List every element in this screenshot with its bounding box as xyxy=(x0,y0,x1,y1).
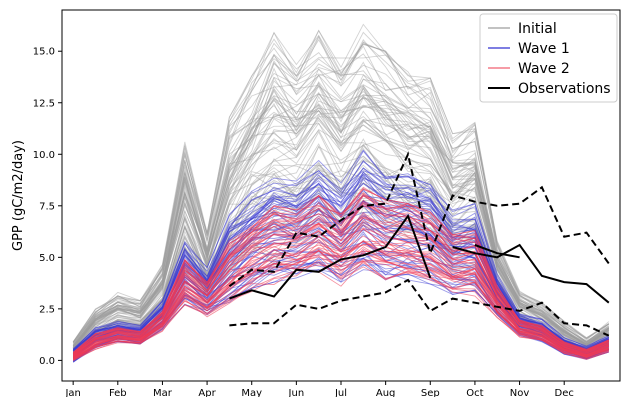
ensemble-member-line xyxy=(72,105,609,351)
ensemble-member-line xyxy=(72,82,610,348)
ensemble-member-line xyxy=(72,120,610,352)
ensemble-member-line xyxy=(72,76,610,347)
x-tick-label: Oct xyxy=(466,388,483,397)
x-tick-label: Apr xyxy=(198,388,216,397)
y-tick-label: 2.5 xyxy=(39,304,55,315)
observations xyxy=(228,151,610,337)
ensemble-member-line xyxy=(72,219,609,357)
ensemble-member-line xyxy=(72,61,610,348)
x-tick-label: Feb xyxy=(109,388,127,397)
observations-mean-line xyxy=(229,213,520,300)
ensemble-member-line xyxy=(72,87,610,348)
ensemble-member-line xyxy=(73,260,609,361)
y-tick-label: 0.0 xyxy=(39,356,55,367)
ensemble-member-line xyxy=(72,113,610,351)
legend-entry-observations: Observations xyxy=(488,81,611,97)
ensemble-wave-2 xyxy=(72,186,609,362)
legend-entry-wave-1: Wave 1 xyxy=(488,41,570,57)
legend-entry-initial: Initial xyxy=(488,21,557,37)
ensemble-member-line xyxy=(72,29,610,343)
x-tick-label: Nov xyxy=(510,388,530,397)
ensemble-member-line xyxy=(72,90,610,348)
ensemble-member-line xyxy=(72,104,610,349)
ensemble-member-line xyxy=(72,93,610,350)
y-tick-label: 15.0 xyxy=(33,47,55,58)
ensemble-member-line xyxy=(72,183,609,351)
plot-area xyxy=(72,23,610,363)
legend-label: Wave 1 xyxy=(518,41,570,57)
y-tick-label: 10.0 xyxy=(33,150,55,161)
observations-upper-bound xyxy=(228,151,610,288)
ensemble-member-line xyxy=(72,23,610,343)
ensemble-member-line xyxy=(72,93,610,346)
x-tick-label: Jun xyxy=(288,388,305,397)
ensemble-member-line xyxy=(72,116,610,351)
ensemble-member-line xyxy=(72,31,610,343)
ensemble-member-line xyxy=(72,95,610,347)
ensemble-member-line xyxy=(72,31,610,343)
ensemble-member-line xyxy=(72,31,610,343)
ensemble-member-line xyxy=(72,117,610,350)
ensemble-member-line xyxy=(72,60,610,346)
y-tick-label: 7.5 xyxy=(39,201,55,212)
ensemble-member-line xyxy=(72,74,610,349)
ensemble-member-line xyxy=(72,102,609,350)
ensemble-member-line xyxy=(72,229,609,358)
ensemble-member-line xyxy=(72,85,610,348)
ensemble-member-line xyxy=(72,95,610,350)
ensemble-member-line xyxy=(72,87,610,348)
legend-label: Wave 2 xyxy=(518,61,570,77)
ensemble-member-line xyxy=(72,192,609,353)
ensemble-member-line xyxy=(72,203,609,355)
ensemble-member-line xyxy=(72,143,609,351)
legend: Initial Wave 1 Wave 2 Observations xyxy=(479,13,618,103)
ensemble-member-line xyxy=(72,149,609,350)
ensemble-member-line xyxy=(72,62,610,345)
legend-label: Initial xyxy=(518,21,557,37)
ensemble-member-line xyxy=(72,91,610,349)
x-tick-label: Mar xyxy=(153,388,173,397)
observations-mean-line-late xyxy=(452,243,610,304)
ensemble-member-line xyxy=(72,74,610,346)
ensemble-member-line xyxy=(72,96,610,349)
ensemble-member-line xyxy=(72,81,610,348)
ensemble-member-line xyxy=(72,54,610,344)
ensemble-member-line xyxy=(72,39,610,345)
ensemble-member-line xyxy=(72,61,610,346)
x-tick-label: Dec xyxy=(555,388,574,397)
y-tick-label: 12.5 xyxy=(33,98,55,109)
legend-entry-wave-2: Wave 2 xyxy=(488,61,570,77)
ensemble-member-line xyxy=(72,42,610,343)
legend-box xyxy=(479,13,618,103)
ensemble-member-line xyxy=(72,86,610,349)
ensemble-member-line xyxy=(72,36,610,345)
x-tick-label: Aug xyxy=(376,388,396,397)
ensemble-member-line xyxy=(72,201,609,355)
ensemble-member-line xyxy=(72,85,610,347)
ensemble-member-line xyxy=(72,78,610,347)
x-tick-label: Sep xyxy=(421,388,440,397)
ensemble-member-line xyxy=(72,104,610,348)
observations-lower-bound xyxy=(229,278,610,337)
legend-label: Observations xyxy=(518,81,611,97)
x-tick-label: May xyxy=(241,388,262,397)
axes: 0.0 2.5 5.0 7.5 10.0 12.5 15.0 Jan Feb Mar Apr May J… xyxy=(11,9,621,397)
y-tick-label: 5.0 xyxy=(39,253,55,264)
ensemble-member-line xyxy=(72,74,610,348)
x-tick-label: Jul xyxy=(334,388,347,397)
x-tick-label: Jan xyxy=(64,388,80,397)
ensemble-member-line xyxy=(72,247,609,360)
ensemble-member-line xyxy=(72,109,610,349)
ensemble-member-line xyxy=(72,53,610,344)
ensemble-member-line xyxy=(72,38,610,344)
ensemble-member-line xyxy=(72,90,610,347)
ensemble-member-line xyxy=(72,104,610,349)
y-axis-label: GPP (gC/m2/day) xyxy=(11,140,26,251)
ensemble-member-line xyxy=(72,109,610,349)
ensemble-member-line xyxy=(72,103,610,347)
